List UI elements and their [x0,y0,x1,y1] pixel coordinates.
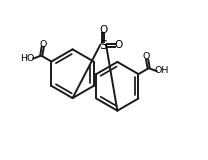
Text: O: O [99,25,107,35]
Text: HO: HO [20,54,35,63]
Text: O: O [143,52,150,61]
Text: S: S [99,39,107,52]
Text: OH: OH [154,66,168,75]
Text: O: O [114,40,123,50]
Text: O: O [40,40,47,49]
